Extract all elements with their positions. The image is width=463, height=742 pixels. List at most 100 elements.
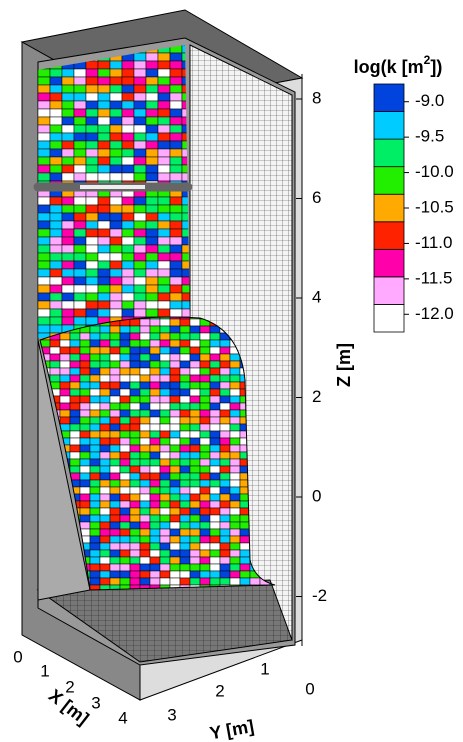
cell <box>169 430 181 439</box>
cell <box>145 284 159 294</box>
cell <box>119 528 131 537</box>
cell <box>199 577 211 586</box>
cell <box>99 577 111 586</box>
cell <box>97 196 111 206</box>
cell <box>109 116 123 126</box>
cell <box>109 268 123 278</box>
cell <box>121 116 135 126</box>
cell <box>189 346 201 355</box>
cell <box>119 416 131 425</box>
colorbar-title: log(k [m2]) <box>354 53 443 77</box>
cell <box>97 60 111 70</box>
cell <box>169 472 181 481</box>
cell <box>133 132 147 142</box>
cell <box>38 92 51 102</box>
cell <box>97 308 111 318</box>
cell <box>229 472 241 481</box>
cell <box>209 556 221 565</box>
cell <box>189 577 201 586</box>
cell <box>169 549 181 558</box>
cell <box>49 196 63 206</box>
cell <box>49 252 63 262</box>
cell <box>149 360 161 369</box>
cell <box>199 332 211 341</box>
cell <box>49 236 63 246</box>
cell <box>169 381 181 390</box>
cell <box>157 260 171 270</box>
cell <box>59 332 71 341</box>
cell <box>139 458 151 467</box>
cell <box>59 409 71 418</box>
cell <box>97 140 111 150</box>
cell <box>73 84 87 94</box>
cell <box>209 521 221 530</box>
cell <box>169 570 181 579</box>
cell <box>189 549 201 558</box>
cell <box>85 156 99 166</box>
cell <box>219 430 231 439</box>
cell <box>159 486 171 495</box>
cell <box>189 367 201 376</box>
cell <box>49 268 63 278</box>
cell <box>69 451 81 460</box>
cell <box>89 458 101 467</box>
cell <box>119 507 131 516</box>
cell <box>139 493 151 502</box>
cell <box>89 360 101 369</box>
cell <box>73 140 87 150</box>
cell <box>145 236 159 246</box>
cell <box>121 148 135 158</box>
cell <box>85 236 99 246</box>
cell <box>97 276 111 286</box>
cell <box>133 292 147 302</box>
cell <box>73 268 87 278</box>
cell <box>49 324 63 334</box>
cell <box>189 507 201 516</box>
cell <box>79 388 91 397</box>
cell <box>169 542 181 551</box>
cell <box>109 300 123 310</box>
cell <box>189 521 201 530</box>
cell <box>99 332 111 341</box>
colorbar-band <box>373 83 405 112</box>
cell <box>129 528 141 537</box>
cell <box>169 100 183 110</box>
cell <box>99 556 111 565</box>
cell <box>97 68 111 78</box>
colorbar-title-b: ]) <box>430 57 442 77</box>
cell <box>61 236 75 246</box>
cell <box>69 332 81 341</box>
cell <box>61 260 75 270</box>
cell <box>219 507 231 516</box>
cell <box>79 479 91 488</box>
cell <box>109 204 123 214</box>
cell <box>189 472 201 481</box>
x-tick-label: 0 <box>13 647 22 666</box>
cell <box>85 84 99 94</box>
cell <box>61 68 75 78</box>
colorbar-tick-label: -11.0 <box>415 233 453 252</box>
cell <box>85 92 99 102</box>
cell <box>69 437 81 446</box>
cell <box>129 360 141 369</box>
cell <box>157 284 171 294</box>
cell <box>133 164 147 174</box>
y-tick-label: 2 <box>215 681 224 700</box>
colorbar-band <box>373 221 405 250</box>
cell <box>79 346 91 355</box>
cell <box>189 430 201 439</box>
cell <box>89 528 101 537</box>
cell <box>109 292 123 302</box>
cell <box>179 388 191 397</box>
cell <box>85 196 99 206</box>
cell <box>169 284 183 294</box>
cell <box>89 521 101 530</box>
cell <box>79 402 91 411</box>
cell <box>229 507 241 516</box>
cell <box>149 465 161 474</box>
cell <box>73 164 87 174</box>
cell <box>121 140 135 150</box>
cell <box>109 577 121 586</box>
cell <box>129 500 141 509</box>
cell <box>73 236 87 246</box>
